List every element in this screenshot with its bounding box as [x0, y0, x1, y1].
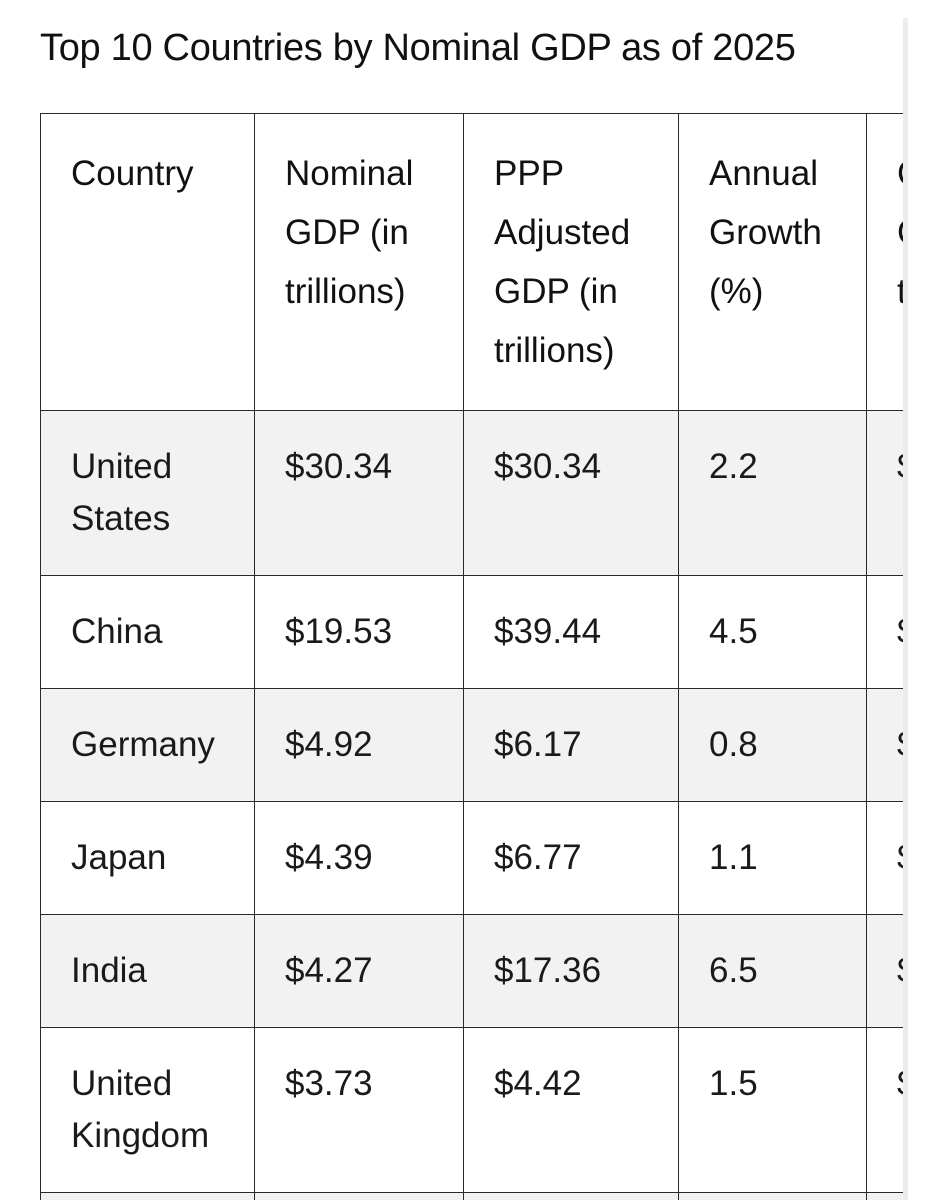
viewport: Top 10 Countries by Nominal GDP as of 20… [40, 27, 905, 1200]
value-cell: $ [866, 914, 905, 1028]
value-cell: $ [866, 801, 905, 915]
country-cell: India [40, 914, 255, 1028]
country-cell: United Kingdom [40, 1027, 255, 1193]
value-cell: $6.77 [463, 801, 679, 915]
value-cell: 4.5 [678, 575, 867, 689]
empty-cell [463, 1192, 679, 1200]
table-row: United States$30.34$30.342.2$ [40, 410, 905, 576]
empty-cell [254, 1192, 464, 1200]
column-header: C C t [866, 113, 905, 411]
empty-cell [866, 1192, 905, 1200]
value-cell: $39.44 [463, 575, 679, 689]
value-cell: 2.2 [678, 410, 867, 576]
page-title: Top 10 Countries by Nominal GDP as of 20… [40, 27, 796, 69]
value-cell: $17.36 [463, 914, 679, 1028]
empty-cell [40, 1192, 255, 1200]
value-cell: 0.8 [678, 688, 867, 802]
value-cell: $3.73 [254, 1027, 464, 1193]
country-cell: China [40, 575, 255, 689]
column-header: Nominal GDP (in trillions) [254, 113, 464, 411]
value-cell: $ [866, 410, 905, 576]
table-row: United Kingdom$3.73$4.421.5$ [40, 1027, 905, 1193]
value-cell: $ [866, 688, 905, 802]
value-cell: $ [866, 1027, 905, 1193]
value-cell: $6.17 [463, 688, 679, 802]
column-header: Country [40, 113, 255, 411]
value-cell: 1.5 [678, 1027, 867, 1193]
table-row: China$19.53$39.444.5$ [40, 575, 905, 689]
country-cell: Japan [40, 801, 255, 915]
header-row: Country Nominal GDP (in trillions) PPP Adj… [40, 113, 905, 411]
value-cell: 1.1 [678, 801, 867, 915]
country-cell: Germany [40, 688, 255, 802]
value-cell: $4.39 [254, 801, 464, 915]
value-cell: $19.53 [254, 575, 464, 689]
value-cell: $30.34 [254, 410, 464, 576]
value-cell: $ [866, 575, 905, 689]
table-row: Germany$4.92$6.170.8$ [40, 688, 905, 802]
column-header: Annual Growth (%) [678, 113, 867, 411]
value-cell: $4.42 [463, 1027, 679, 1193]
value-cell: $4.92 [254, 688, 464, 802]
value-cell: $30.34 [463, 410, 679, 576]
table-row: India$4.27$17.366.5$ [40, 914, 905, 1028]
table-row [40, 1192, 905, 1200]
country-cell: United States [40, 410, 255, 576]
value-cell: 6.5 [678, 914, 867, 1028]
scroll-edge [903, 18, 908, 1200]
gdp-table: Country Nominal GDP (in trillions) PPP Adj… [40, 113, 905, 1200]
value-cell: $4.27 [254, 914, 464, 1028]
empty-cell [678, 1192, 867, 1200]
table-row: Japan$4.39$6.771.1$ [40, 801, 905, 915]
column-header: PPP Adjusted GDP (in trillions) [463, 113, 679, 411]
